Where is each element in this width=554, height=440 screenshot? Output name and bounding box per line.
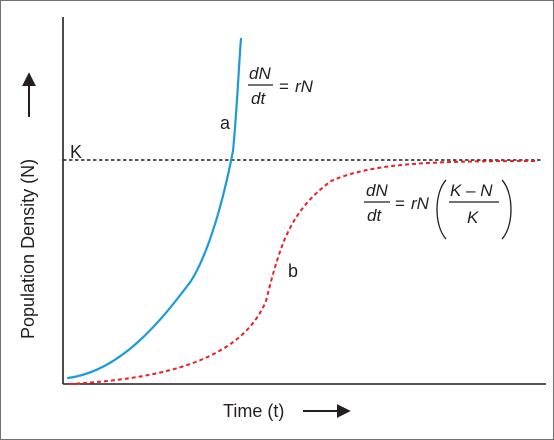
curve-a-label: a (220, 113, 231, 133)
eq-b-frac-numerator: K – N (450, 181, 493, 200)
eq-a-equals: = (279, 77, 289, 96)
eq-b-numerator: dN (366, 181, 388, 200)
eq-a-numerator: dN (249, 64, 271, 83)
logistic-equation: dN dt = rN K – N K (364, 179, 512, 240)
eq-b-denominator: dt (367, 206, 382, 225)
eq-b-frac-denominator: K (467, 208, 479, 227)
logistic-growth-curve (68, 160, 537, 385)
x-axis-label: Time (t) (223, 401, 284, 421)
exponential-equation: dN dt = rN (248, 64, 314, 108)
eq-a-rhs: rN (295, 77, 314, 96)
eq-b-rhs: rN (411, 194, 430, 213)
y-axis-label: Population Density (N) (18, 159, 38, 339)
exponential-growth-curve (66, 37, 243, 380)
carrying-capacity-label: K (70, 142, 82, 162)
eq-a-denominator: dt (251, 89, 266, 108)
curve-b-label: b (288, 261, 298, 281)
eq-b-right-paren (501, 179, 512, 240)
eq-b-left-paren (436, 179, 447, 240)
eq-b-equals: = (395, 194, 405, 213)
